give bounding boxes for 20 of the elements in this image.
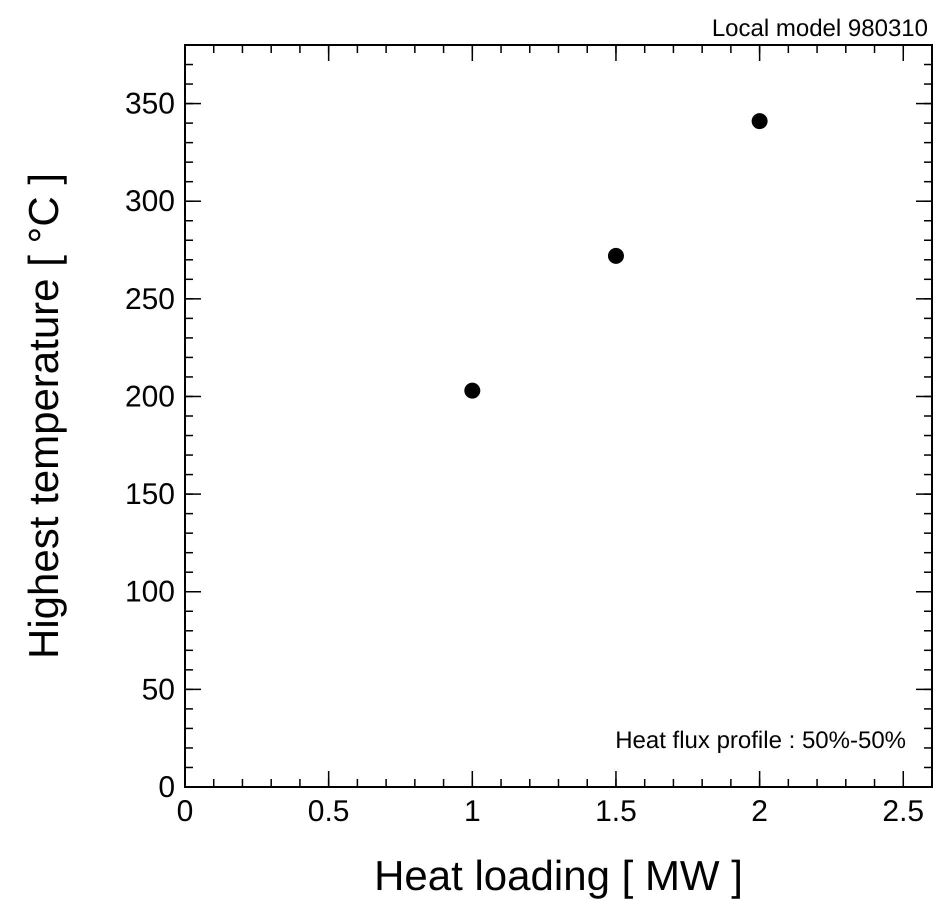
x-tick-label: 0.5 — [308, 795, 350, 828]
y-tick-label: 350 — [124, 88, 175, 121]
y-tick-label: 100 — [124, 576, 175, 609]
y-tick-label: 50 — [142, 673, 175, 706]
point — [752, 113, 768, 130]
y-tick-label: 300 — [124, 185, 175, 218]
x-tick-label: 2.5 — [882, 795, 924, 828]
x-tick-label: 2 — [751, 795, 768, 828]
x-tick-label: 1 — [464, 795, 481, 828]
y-tick-label: 0 — [158, 771, 175, 804]
point — [464, 382, 480, 399]
point — [608, 248, 624, 264]
text: Local model 980310 — [712, 15, 928, 42]
y-axis-title: Highest temperature [ °C ] — [20, 173, 67, 659]
x-tick-label: 1.5 — [595, 795, 637, 828]
y-tick-label: 200 — [124, 380, 175, 414]
y-tick-label: 150 — [124, 478, 175, 512]
x-axis-title: Heat loading [ MW ] — [374, 852, 743, 899]
annotation: Heat flux profile : 50%-50% — [615, 727, 906, 754]
y-tick-label: 250 — [124, 282, 175, 316]
